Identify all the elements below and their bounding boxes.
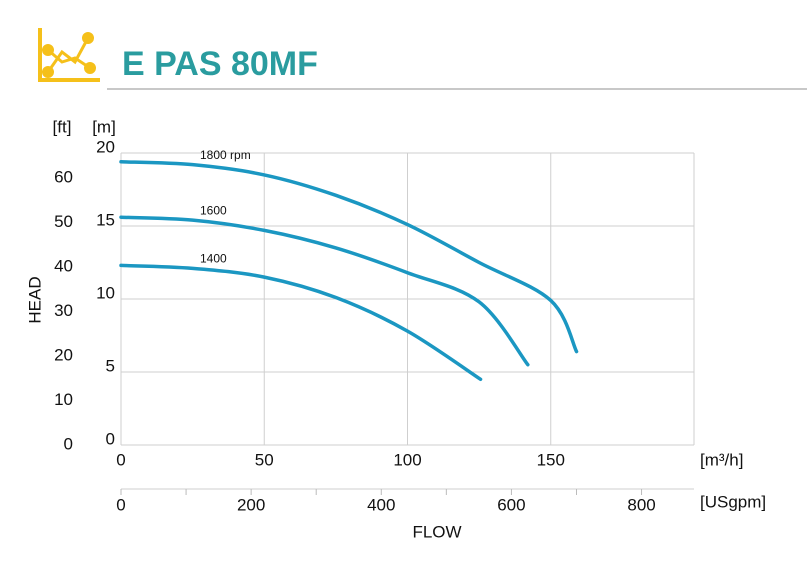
x-tick-label: 50	[255, 450, 274, 469]
x2-unit: [USgpm]	[700, 492, 766, 511]
y-tick-label: 5	[106, 356, 115, 375]
curve	[119, 160, 579, 354]
y2-tick-label: 50	[54, 212, 73, 231]
x-tick-label: 100	[393, 450, 421, 469]
x2-tick-label: 600	[497, 495, 525, 514]
x-tick-label: 0	[116, 450, 125, 469]
y-tick-label: 10	[96, 283, 115, 302]
y2-tick-label: 60	[54, 167, 73, 186]
x2-tick-label: 0	[116, 495, 125, 514]
y2-tick-label: 10	[54, 390, 73, 409]
y2-tick-label: 40	[54, 256, 73, 275]
curve-label: 1600	[200, 203, 227, 217]
curve	[119, 215, 530, 367]
y2-tick-label: 30	[54, 301, 73, 320]
curve-label: 1800 rpm	[200, 148, 251, 162]
x-axis-label: FLOW	[412, 522, 461, 541]
y-unit: [m]	[92, 117, 116, 136]
x2-tick-label: 200	[237, 495, 265, 514]
y2-tick-label: 0	[64, 434, 73, 453]
y-tick-label: 20	[96, 137, 115, 156]
x2-tick-label: 400	[367, 495, 395, 514]
x-tick-label: 150	[537, 450, 565, 469]
chart-title: E PAS 80MF	[122, 45, 318, 83]
y2-tick-label: 20	[54, 345, 73, 364]
x2-tick-label: 800	[627, 495, 655, 514]
curve	[119, 263, 483, 382]
y-tick-label: 15	[96, 210, 115, 229]
y-tick-label: 0	[106, 429, 115, 448]
logo-icon	[38, 28, 100, 82]
y2-unit: [ft]	[53, 117, 72, 136]
x-unit: [m³/h]	[700, 450, 743, 469]
curve-label: 1400	[200, 252, 227, 266]
y-axis-label: HEAD	[25, 276, 44, 323]
